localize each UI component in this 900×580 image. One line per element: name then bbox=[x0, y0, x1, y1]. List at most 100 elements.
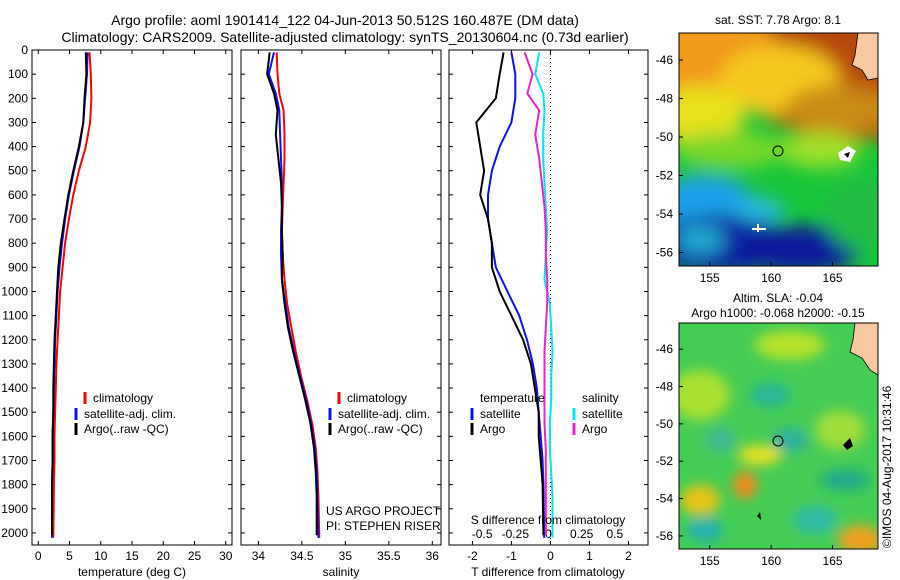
depth-tick-label: 1400 bbox=[1, 381, 28, 395]
s-tick-label: -0.25 bbox=[502, 527, 530, 541]
depth-tick-label: 300 bbox=[8, 115, 28, 129]
sst-map bbox=[679, 33, 878, 266]
map-lat-label: -54 bbox=[656, 207, 674, 221]
project-credit: US ARGO PROJECT bbox=[326, 504, 441, 518]
x-tick-label: 36 bbox=[426, 549, 440, 563]
depth-tick-label: 600 bbox=[8, 188, 28, 202]
map-lat-label: -52 bbox=[656, 454, 674, 468]
map-lat-label: -54 bbox=[656, 492, 674, 506]
x-tick-label: -1 bbox=[506, 549, 517, 563]
differences-series-argo bbox=[523, 52, 549, 536]
depth-tick-label: 2000 bbox=[1, 526, 28, 540]
x-tick-label: 10 bbox=[94, 549, 108, 563]
depth-tick-label: 1500 bbox=[1, 405, 28, 419]
figure-title-line1: Argo profile: aoml 1901414_122 04-Jun-20… bbox=[111, 12, 579, 28]
depth-tick-label: 1200 bbox=[1, 333, 28, 347]
s-tick-label: 0.25 bbox=[570, 527, 594, 541]
map-lat-label: -48 bbox=[656, 91, 674, 105]
temperature-plot-frame bbox=[31, 49, 233, 546]
x-tick-label: 20 bbox=[157, 549, 171, 563]
temperature-series-climatology bbox=[52, 52, 93, 538]
sla-map bbox=[679, 323, 878, 549]
s-tick-label: 0.5 bbox=[606, 527, 623, 541]
diff-legend-s-argo: Argo bbox=[582, 422, 608, 436]
depth-tick-label: 800 bbox=[8, 236, 28, 250]
differences-series-satellite bbox=[487, 52, 546, 538]
x-tick-label: 25 bbox=[188, 549, 202, 563]
temp-legend-climatology: climatology bbox=[93, 391, 153, 405]
sal-legend-satellite: satellite-adj. clim. bbox=[338, 407, 430, 421]
sla-map-subtitle: Argo h1000: -0.068 h2000: -0.15 bbox=[691, 306, 865, 320]
s-tick-label: 0 bbox=[545, 527, 552, 541]
depth-tick-label: 900 bbox=[8, 260, 28, 274]
salinity-legend: climatology satellite-adj. clim. Argo(..… bbox=[328, 391, 430, 436]
map-lat-label: -56 bbox=[656, 246, 674, 260]
argo-location-marker-sla bbox=[772, 435, 784, 447]
map-lat-label: -50 bbox=[656, 130, 674, 144]
diff-legend-t-argo: Argo bbox=[480, 422, 506, 436]
diff-legend-s-satellite: satellite bbox=[582, 407, 623, 421]
x-tick-label: 0 bbox=[35, 549, 42, 563]
sal-legend-argo: Argo(..raw -QC) bbox=[338, 422, 423, 436]
map-lon-label: 165 bbox=[823, 271, 843, 285]
depth-tick-label: 1100 bbox=[2, 309, 28, 323]
imos-timestamp: ©IMOS 04-Aug-2017 10:31:46 bbox=[880, 385, 894, 548]
pi-credit: PI: STEPHEN RISER bbox=[326, 519, 441, 533]
temperature-legend: climatology satellite-adj. clim. Argo(..… bbox=[74, 391, 176, 436]
x-tick-label: 35 bbox=[339, 549, 353, 563]
sst-map-frame bbox=[678, 32, 879, 267]
depth-tick-label: 500 bbox=[8, 164, 28, 178]
differences-series-satellite bbox=[534, 52, 554, 538]
depth-tick-label: 200 bbox=[8, 91, 28, 105]
x-tick-label: -2 bbox=[467, 549, 478, 563]
x-tick-label: 34 bbox=[252, 549, 266, 563]
x-tick-label: 15 bbox=[125, 549, 139, 563]
t-difference-xlabel: T difference from climatology bbox=[471, 565, 625, 579]
diff-legend-salinity-title: salinity bbox=[582, 391, 619, 405]
argo-location-marker bbox=[772, 145, 784, 157]
map-lon-label: 165 bbox=[823, 554, 843, 568]
depth-tick-label: 1700 bbox=[1, 453, 28, 467]
sla-map-frame bbox=[678, 322, 879, 550]
s-tick-label: -0.5 bbox=[472, 527, 493, 541]
map-lat-label: -46 bbox=[656, 53, 674, 67]
x-tick-label: 34.5 bbox=[290, 549, 314, 563]
temp-legend-satellite: satellite-adj. clim. bbox=[84, 407, 176, 421]
x-tick-label: 0 bbox=[547, 549, 554, 563]
depth-tick-label: 1000 bbox=[1, 284, 28, 298]
sla-map-title: Altim. SLA: -0.04 bbox=[733, 291, 823, 305]
map-lon-label: 155 bbox=[700, 554, 720, 568]
salinity-xlabel: salinity bbox=[323, 565, 360, 579]
depth-tick-label: 1800 bbox=[1, 478, 28, 492]
depth-tick-label: 400 bbox=[8, 140, 28, 154]
temp-legend-argo: Argo(..raw -QC) bbox=[84, 422, 169, 436]
differences-series-argo bbox=[475, 52, 545, 536]
depth-tick-label: 100 bbox=[8, 67, 28, 81]
map-lat-label: -56 bbox=[656, 529, 674, 543]
s-difference-xlabel: S difference from climatology bbox=[471, 513, 626, 527]
map-lat-label: -50 bbox=[656, 417, 674, 431]
map-lat-label: -52 bbox=[656, 168, 674, 182]
depth-tick-label: 700 bbox=[8, 212, 28, 226]
temperature-xlabel: temperature (deg C) bbox=[78, 565, 186, 579]
diff-legend-temperature-title: temperature bbox=[480, 391, 545, 405]
diff-legend-t-satellite: satellite bbox=[480, 407, 521, 421]
figure-title-line2: Climatology: CARS2009. Satellite-adjuste… bbox=[61, 29, 629, 45]
salinity-series-argo-raw-qc- bbox=[266, 52, 318, 536]
map-lat-label: -48 bbox=[656, 380, 674, 394]
sst-map-title: sat. SST: 7.78 Argo: 8.1 bbox=[715, 13, 841, 27]
map-lon-label: 160 bbox=[761, 554, 781, 568]
difference-legend: temperature satellite Argo salinity sate… bbox=[470, 391, 623, 436]
depth-tick-label: 1300 bbox=[1, 357, 28, 371]
map-lat-label: -46 bbox=[656, 342, 674, 356]
depth-tick-label: 0 bbox=[21, 43, 28, 57]
depth-tick-label: 1900 bbox=[1, 502, 28, 516]
depth-tick-label: 1600 bbox=[1, 429, 28, 443]
sal-legend-climatology: climatology bbox=[347, 391, 407, 405]
x-tick-label: 30 bbox=[219, 549, 233, 563]
map-lon-label: 160 bbox=[761, 271, 781, 285]
x-tick-label: 5 bbox=[66, 549, 73, 563]
x-tick-label: 2 bbox=[625, 549, 632, 563]
map-lon-label: 155 bbox=[700, 271, 720, 285]
